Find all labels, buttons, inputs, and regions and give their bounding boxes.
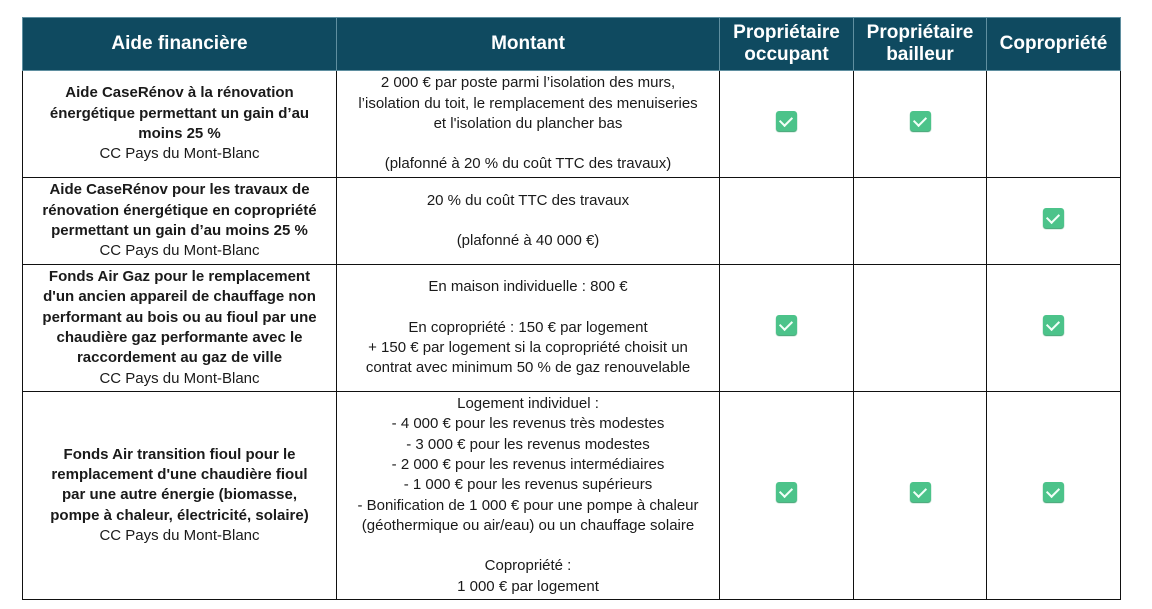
checkbox-checked-icon [1043, 482, 1064, 503]
header-copropriete: Copropriété [986, 17, 1121, 71]
aid-title-line: performant au bois ou au fioul par une [42, 308, 317, 326]
amount-line: (plafonné à 20 % du coût TTC des travaux… [384, 155, 672, 173]
amount-line: Logement individuel : [457, 395, 599, 413]
amount-cell: En maison individuelle : 800 € En coprop… [336, 264, 720, 392]
proprietaire-bailleur-cell [853, 264, 987, 392]
amount-line: (plafonné à 40 000 €) [456, 232, 600, 250]
amount-line: l’isolation du toit, le remplacement des… [358, 94, 698, 112]
checkbox-checked-icon [776, 314, 797, 335]
aid-title-line: raccordement au gaz de ville [76, 349, 283, 367]
aid-title-line: énergétique permettant un gain d’au [49, 104, 310, 122]
aid-table: Aide financière Montant Propriétaire occ… [22, 17, 1121, 600]
aid-cell: Fonds Air transition fioul pour le rempla… [22, 391, 337, 600]
aid-organization: CC Pays du Mont-Blanc [99, 369, 260, 387]
blank-line [341, 134, 715, 154]
header-proprietaire-occupant: Propriétaire occupant [719, 17, 854, 71]
amount-line: et l'isolation du plancher bas [433, 114, 623, 132]
copropriete-cell [986, 391, 1121, 600]
aid-title-line: chaudière gaz performante avec le [56, 329, 303, 346]
checkbox-checked-icon [909, 482, 931, 503]
amount-cell: 20 % du coût TTC des travaux (plafonné à… [336, 177, 720, 265]
aid-organization: CC Pays du Mont-Blanc [99, 526, 260, 544]
proprietaire-bailleur-cell [853, 391, 987, 600]
aid-title-line: pompe à chaleur, électricité, solaire) [50, 506, 309, 524]
proprietaire-occupant-cell [719, 70, 854, 178]
aid-cell: Fonds Air Gaz pour le remplacement d'un a… [22, 264, 337, 392]
table-row: Fonds Air transition fioul pour le rempla… [22, 391, 1121, 600]
aid-title-line: Fonds Air transition fioul pour le [63, 445, 296, 463]
aid-title-line: rénovation énergétique en copropriété [42, 201, 317, 219]
header-row: Aide financière Montant Propriétaire occ… [22, 17, 1121, 71]
amount-line: - Bonification de 1 000 € pour une pompe… [357, 496, 699, 514]
table-row: Aide CaseRénov pour les travaux de rénova… [22, 177, 1121, 265]
copropriete-cell [986, 70, 1121, 178]
aid-title-line: d'un ancien appareil de chauffage non [43, 288, 316, 306]
aid-cell: Aide CaseRénov pour les travaux de rénova… [22, 177, 337, 265]
aid-organization: CC Pays du Mont-Blanc [99, 242, 260, 260]
amount-line: En maison individuelle : 800 € [428, 278, 628, 296]
proprietaire-occupant-cell [719, 391, 854, 600]
table-row: Aide CaseRénov à la rénovation énergétiqu… [22, 70, 1121, 178]
amount-line: - 1 000 € pour les revenus supérieurs [403, 476, 653, 494]
checkbox-checked-icon [1043, 314, 1064, 335]
proprietaire-occupant-cell [719, 264, 854, 392]
proprietaire-bailleur-cell [853, 177, 987, 265]
header-proprietaire-bailleur: Propriétaire bailleur [853, 17, 987, 71]
amount-cell: Logement individuel : - 4 000 € pour les … [336, 391, 720, 600]
amount-line: 20 % du coût TTC des travaux [426, 191, 630, 209]
amount-cell: 2 000 € par poste parmi l’isolation des … [336, 70, 720, 178]
header-aide: Aide financière [22, 17, 337, 71]
aid-cell: Aide CaseRénov à la rénovation énergétiqu… [22, 70, 337, 178]
aid-title-line: remplacement d'une chaudière fioul [51, 466, 308, 484]
aid-title-line: Aide CaseRénov à la rénovation [65, 84, 294, 102]
amount-line: 2 000 € par poste parmi l’isolation des … [380, 74, 676, 92]
aid-title-line: Fonds Air Gaz pour le remplacement [48, 268, 311, 286]
table-row: Fonds Air Gaz pour le remplacement d'un a… [22, 264, 1121, 392]
aid-title-line: par une autre énergie (biomasse, [61, 486, 298, 504]
proprietaire-bailleur-cell [853, 70, 987, 178]
header-montant: Montant [336, 17, 720, 71]
checkbox-checked-icon [1043, 207, 1064, 228]
checkbox-checked-icon [776, 482, 797, 503]
checkbox-checked-icon [909, 110, 931, 131]
amount-line: contrat avec minimum 50 % de gaz renouve… [365, 359, 691, 377]
amount-line: En copropriété : 150 € par logement [408, 318, 648, 336]
amount-line: Copropriété : [484, 557, 572, 575]
checkbox-checked-icon [776, 110, 797, 131]
copropriete-cell [986, 177, 1121, 265]
blank-line [341, 298, 715, 318]
aid-organization: CC Pays du Mont-Blanc [99, 145, 260, 163]
aid-title-line: Aide CaseRénov pour les travaux de [49, 181, 310, 199]
amount-line: - 3 000 € pour les revenus modestes [406, 435, 650, 453]
amount-line: + 150 € par logement si la copropriété c… [368, 339, 688, 357]
blank-line [341, 211, 715, 231]
proprietaire-occupant-cell [719, 177, 854, 265]
amount-line: - 2 000 € pour les revenus intermédiaire… [391, 455, 665, 473]
aid-title-line: moins 25 % [138, 125, 221, 142]
blank-line [341, 536, 715, 556]
amount-line: (géothermique ou air/eau) ou un chauffag… [361, 516, 695, 534]
aid-title-line: permettant un gain d’au moins 25 % [51, 222, 308, 239]
copropriete-cell [986, 264, 1121, 392]
amount-line: - 4 000 € pour les revenus très modestes [391, 415, 665, 433]
amount-line: 1 000 € par logement [457, 577, 599, 595]
